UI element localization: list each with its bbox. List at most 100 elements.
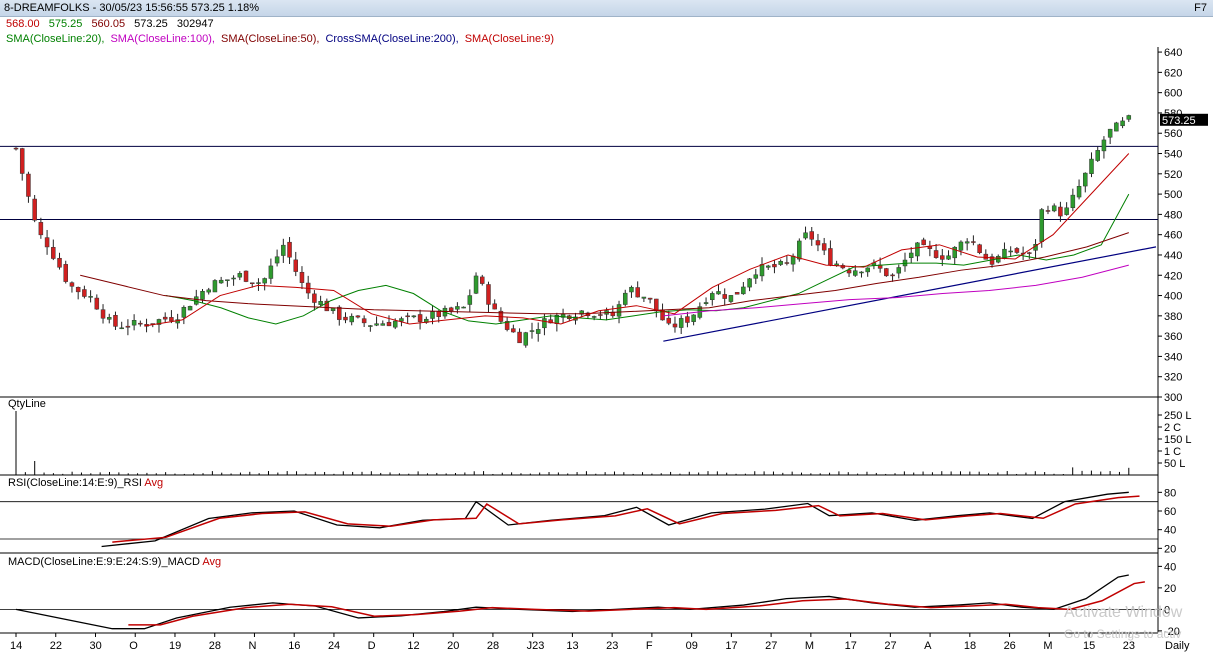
candle-body	[100, 309, 106, 319]
candle-body	[1008, 250, 1013, 253]
indicator-0: SMA(CloseLine:20),	[6, 33, 105, 45]
title-bar: 8-DREAMFOLKS - 30/05/23 15:56:55 573.25 …	[0, 0, 1213, 17]
rsi-tick-label: 20	[1164, 543, 1176, 555]
candle-body	[865, 267, 870, 273]
y-tick-label: 360	[1164, 331, 1182, 343]
y-tick-label: 560	[1164, 128, 1182, 140]
candle-body	[107, 317, 112, 320]
rsi-tick-label: 40	[1164, 525, 1176, 537]
trendline	[663, 246, 1157, 342]
candle-body	[741, 286, 746, 295]
volume-value: 302947	[176, 18, 214, 30]
candle-body	[57, 257, 62, 268]
y-tick-label: 400	[1164, 291, 1182, 303]
candle-body	[69, 282, 75, 287]
candle-body	[790, 255, 796, 265]
candle-body	[964, 241, 970, 244]
candle-body	[728, 295, 734, 302]
candle-body	[318, 301, 323, 305]
qty-tick-label: 2 C	[1164, 422, 1181, 434]
candle-body	[293, 259, 299, 272]
candle-body	[722, 294, 727, 299]
sma-line	[80, 232, 1129, 315]
candle-body	[529, 330, 535, 332]
candle-body	[262, 278, 267, 284]
candle-body	[281, 244, 286, 256]
candle-body	[859, 271, 864, 274]
candle-body	[448, 307, 454, 311]
candle-body	[256, 282, 261, 284]
x-tick-label: 28	[209, 640, 221, 652]
rsi-avg-line	[112, 495, 1140, 543]
qty-tick-label: 1 C	[1164, 446, 1181, 458]
candle-body	[287, 241, 292, 258]
indicator-3: CrossSMA(CloseLine:200),	[325, 33, 459, 45]
candle-body	[778, 261, 783, 265]
candle-body	[809, 231, 814, 240]
candle-body	[616, 304, 622, 317]
candle-body	[1051, 205, 1057, 212]
candle-body	[156, 319, 162, 325]
candle-body	[399, 318, 404, 322]
candle-body	[1076, 186, 1082, 198]
candle-body	[26, 173, 31, 197]
candle-body	[523, 332, 529, 346]
candle-body	[1120, 120, 1125, 127]
last-price-box	[1160, 113, 1208, 126]
x-tick-label: 30	[89, 640, 101, 652]
x-tick-label: 22	[50, 640, 62, 652]
candle-body	[784, 262, 790, 264]
candle-body	[218, 279, 224, 284]
candle-body	[629, 286, 634, 293]
candle-body	[324, 300, 330, 312]
x-tick-label: 14	[10, 640, 22, 652]
x-tick-label: F	[646, 640, 653, 652]
candle-body	[915, 242, 920, 257]
candle-body	[13, 147, 19, 150]
x-tick-label: 12	[407, 640, 419, 652]
candle-body	[268, 265, 274, 279]
candle-body	[361, 318, 367, 324]
candle-body	[125, 325, 131, 328]
sma-line	[165, 193, 1130, 325]
low-value: 560.05	[91, 18, 126, 30]
candle-body	[1083, 172, 1088, 187]
candle-body	[703, 302, 709, 304]
macd-tick-label: 40	[1164, 561, 1176, 573]
macd-pane-label: MACD(CloseLine:E:9:E:24:S:9)_MACD Avg	[8, 556, 222, 568]
watermark-line2: Go to Settings to activ	[1064, 627, 1182, 641]
candle-body	[138, 322, 143, 325]
x-tick-label: 27	[884, 640, 896, 652]
candle-body	[337, 306, 342, 320]
candle-body	[1058, 206, 1063, 217]
x-tick-label: 28	[487, 640, 499, 652]
candle-body	[312, 293, 317, 303]
macd-tick-label: 20	[1164, 583, 1176, 595]
candle-body	[392, 320, 398, 328]
candle-body	[473, 275, 479, 294]
candle-body	[710, 293, 715, 300]
candle-body	[417, 314, 423, 322]
y-tick-label: 540	[1164, 149, 1182, 161]
candle-body	[368, 325, 373, 327]
macd-line	[15, 574, 1129, 630]
candle-body	[212, 280, 218, 293]
candle-body	[380, 323, 386, 326]
qty-pane-label: QtyLine	[8, 398, 46, 410]
candle-body	[374, 323, 379, 326]
period-label: Daily	[1165, 640, 1190, 652]
candle-body	[51, 247, 56, 259]
x-tick-label: 13	[566, 640, 578, 652]
x-tick-label: 18	[964, 640, 976, 652]
candle-body	[19, 148, 25, 174]
candle-body	[517, 331, 522, 344]
candle-body	[32, 198, 37, 221]
candle-body	[952, 246, 957, 259]
candle-body	[846, 269, 852, 274]
indicator-1: SMA(CloseLine:100),	[110, 33, 215, 45]
candle-body	[890, 274, 895, 277]
indicator-2: SMA(CloseLine:50),	[221, 33, 320, 45]
candle-body	[983, 253, 989, 260]
y-tick-label: 300	[1164, 392, 1182, 404]
